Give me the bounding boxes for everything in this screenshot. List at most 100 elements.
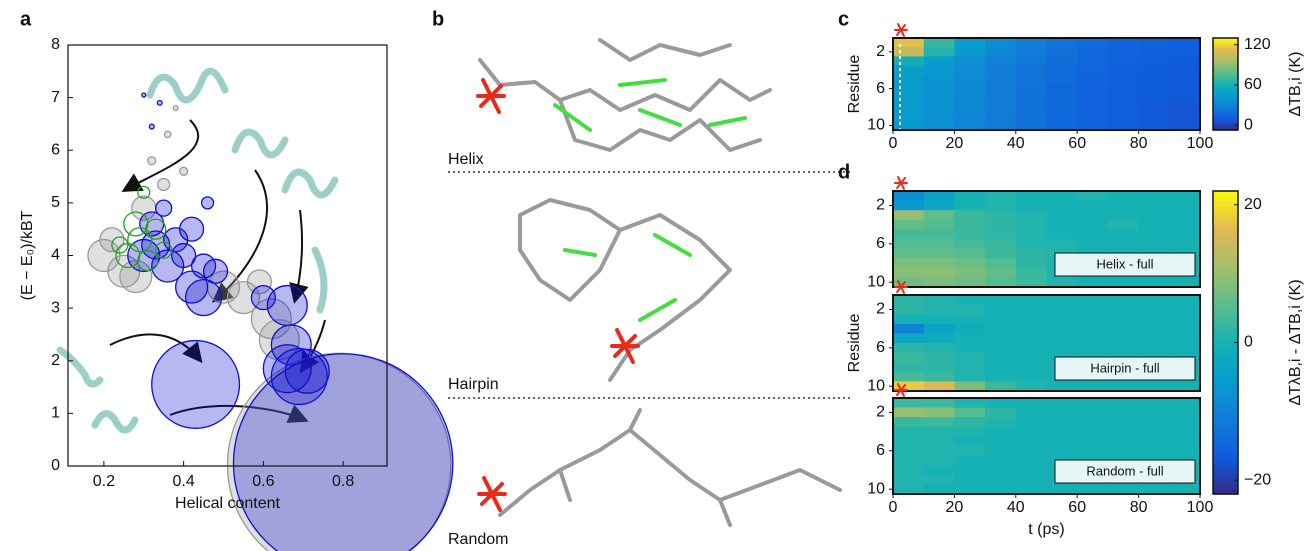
marker-asterisk — [894, 176, 908, 190]
heatmap-cell — [1169, 120, 1201, 131]
heatmap-cell — [923, 426, 955, 437]
heatmap-cell — [1138, 84, 1170, 94]
heatmap-cell — [1015, 219, 1047, 230]
heatmap-cell — [1015, 38, 1047, 48]
heatmap-cell — [985, 47, 1017, 57]
bubble — [155, 199, 173, 217]
colorbar-step — [1213, 443, 1238, 450]
heatmap-cell — [1169, 56, 1201, 67]
heatmap-cell — [893, 323, 925, 334]
colorbar-step — [1213, 478, 1238, 485]
heatmap-cell — [1169, 84, 1201, 94]
y-tick-label: 1 — [51, 405, 60, 422]
heatmap-cell — [1107, 323, 1140, 334]
heatmap-cell — [1046, 314, 1078, 325]
colorbar-step — [1213, 473, 1238, 480]
heatmap-cell — [985, 465, 1017, 476]
colorbar-step — [1213, 423, 1238, 429]
heatmap-cell — [1015, 84, 1047, 94]
colorbar-step — [1213, 317, 1238, 323]
heatmap-cell — [985, 191, 1017, 202]
structure-label: Hairpin — [448, 376, 499, 393]
heatmap-cell — [1015, 474, 1047, 485]
heatmap-cell — [1169, 381, 1201, 392]
heatmap-cell — [1046, 323, 1078, 334]
heatmap-cell — [923, 474, 955, 485]
heatmap-cell — [1169, 210, 1201, 221]
heatmap-cell — [1015, 56, 1047, 67]
heatmap-cell — [985, 446, 1017, 457]
colorbar-step — [1213, 362, 1238, 369]
colorbar-step — [1213, 428, 1238, 434]
heatmap-cell — [1107, 398, 1140, 409]
heatmap-cell — [985, 407, 1017, 418]
colorbar-step — [1213, 70, 1238, 73]
heatmap-cell — [1077, 398, 1109, 409]
x-tick-label: 20 — [946, 135, 964, 152]
heatmap-cell — [1046, 295, 1078, 306]
heatmap-cell — [985, 314, 1017, 325]
heatmap-cell — [1138, 398, 1170, 409]
heatmap-cell — [954, 333, 986, 344]
heatmap-cell — [954, 229, 986, 240]
panel-label: b — [432, 8, 444, 30]
y-tick-label: 3 — [51, 299, 60, 316]
heatmap-cell — [893, 362, 925, 373]
colorbar-step — [1213, 57, 1238, 61]
colorbar-step — [1213, 67, 1238, 70]
colorbar-step — [1213, 47, 1238, 50]
colorbar-step — [1213, 458, 1238, 465]
heatmap-cell — [1046, 219, 1078, 230]
heatmap-cell — [954, 258, 986, 269]
heatmap-cell — [1015, 277, 1047, 288]
heatmap-cell — [1138, 426, 1170, 437]
bubble — [155, 241, 173, 259]
colorbar-step — [1213, 80, 1238, 84]
y-tick-label: 7 — [51, 89, 60, 106]
y-tick-label: 10 — [867, 273, 885, 290]
heatmap-cell — [985, 239, 1017, 250]
heatmap-cell — [1077, 417, 1109, 428]
colorbar-step — [1213, 64, 1238, 67]
heatmap-cell — [1107, 111, 1140, 122]
colorbar-step — [1213, 297, 1238, 303]
heatmap-cell — [954, 210, 986, 221]
heatmap-cell — [1107, 229, 1140, 240]
heatmap-cell — [1015, 333, 1047, 344]
heatmap-cell — [985, 219, 1017, 230]
colorbar-frame — [1212, 37, 1239, 131]
x-tick-label: 0 — [889, 499, 898, 516]
colorbar-step — [1213, 107, 1238, 110]
heatmap-cell — [985, 258, 1017, 269]
bubble — [250, 298, 292, 340]
heatmap-cell — [1107, 417, 1140, 428]
heatmap-cell — [954, 200, 986, 211]
heatmap-cell — [1169, 333, 1201, 344]
heatmap-cell — [1138, 219, 1170, 230]
heatmap-cell — [923, 120, 955, 131]
bubble — [202, 258, 229, 284]
heatmap-cell — [1046, 200, 1078, 211]
heatmap-cell — [893, 111, 925, 122]
colorbar-step — [1213, 468, 1238, 475]
heatmap-cell — [923, 191, 955, 202]
heatmap-cell — [1046, 210, 1078, 221]
heatmap-cell — [1107, 210, 1140, 221]
x-tick-label: 0.4 — [173, 473, 195, 490]
heatmap-cell — [923, 314, 955, 325]
marker-asterisk — [894, 280, 908, 294]
bubble — [175, 270, 209, 304]
heatmap-cell — [1015, 111, 1047, 122]
heatmap-cell — [893, 229, 925, 240]
heatmap-cell — [954, 407, 986, 418]
colorbar-step — [1213, 211, 1238, 217]
heatmap-cell — [1107, 314, 1140, 325]
heatmap-cell — [1077, 120, 1109, 131]
heatmap-cell — [1138, 210, 1170, 221]
marker-asterisk — [894, 23, 908, 37]
colorbar-step — [1213, 226, 1238, 232]
colorbar-step — [1213, 96, 1238, 99]
heatmap-cell — [1015, 484, 1047, 495]
heatmap-cell — [1015, 446, 1047, 457]
colorbar-tick-label: 120 — [1244, 36, 1271, 53]
